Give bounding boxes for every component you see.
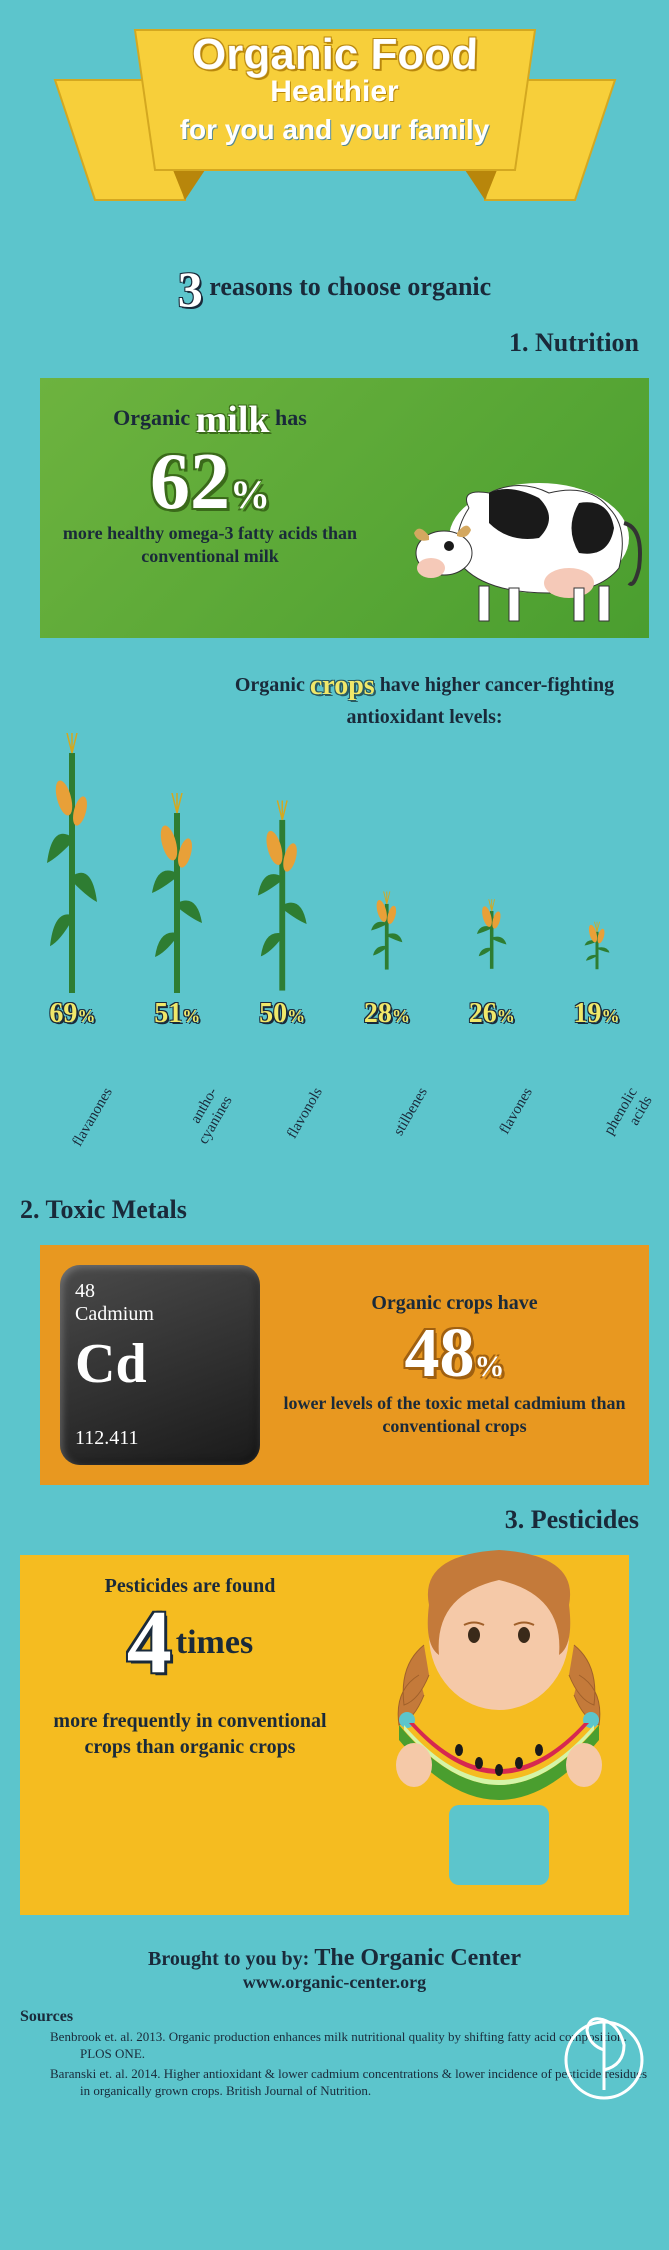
crop-percent: 51% (154, 998, 200, 1030)
section-2-heading: 2. Toxic Metals (0, 1185, 669, 1235)
crop-label: stilbenes (367, 1085, 446, 1189)
crop-label: phenolic acids (577, 1085, 656, 1189)
brought-by: Brought to you by: The Organic Center (20, 1945, 649, 1972)
website-url: www.organic-center.org (20, 1972, 649, 1993)
crops-section: Organic crops have higher cancer-fightin… (0, 648, 669, 1185)
crop-percent: 69% (49, 998, 95, 1030)
crop-bar-item: 26% (442, 875, 542, 1030)
milk-word: milk (196, 399, 270, 441)
pesticides-box: Pesticides are found 4 times more freque… (20, 1555, 629, 1915)
crop-bar-item: 69% (22, 733, 122, 1030)
crop-percent: 19% (574, 998, 620, 1030)
reasons-line: 3 reasons to choose organic (0, 260, 669, 318)
nutrition-box: Organic milk has 62% more healthy omega-… (40, 378, 649, 638)
pest-times: times (176, 1624, 253, 1661)
section-1-heading: 1. Nutrition (0, 318, 669, 368)
reasons-number: 3 (178, 261, 203, 317)
crop-label: antho- cyanines (157, 1085, 236, 1189)
cadmium-description: lower levels of the toxic metal cadmium … (280, 1392, 629, 1439)
element-symbol: Cd (75, 1336, 245, 1392)
corn-stalk-icon (368, 868, 406, 993)
banner-subtitle-2: for you and your family (0, 114, 669, 146)
pest-number: 4 (127, 1598, 172, 1688)
corn-stalk-icon (33, 733, 111, 993)
crop-bar-item: 51% (127, 793, 227, 1030)
corn-stalk-icon (147, 793, 207, 993)
corn-stalk-icon (253, 798, 312, 993)
leaf-logo-icon (559, 1990, 649, 2100)
crop-percent: 28% (364, 998, 410, 1030)
crops-heading: Organic crops have higher cancer-fightin… (200, 668, 649, 730)
pest-pre: Pesticides are found (40, 1575, 340, 1598)
element-mass: 112.411 (75, 1427, 139, 1450)
girl-watermelon-icon (349, 1525, 649, 1905)
crop-bar-item: 50% (232, 798, 332, 1030)
milk-pre: Organic (113, 405, 190, 430)
crop-percent: 26% (469, 998, 515, 1030)
footer: Brought to you by: The Organic Center ww… (0, 1925, 669, 2120)
milk-percent: 62% (60, 442, 360, 522)
milk-post: has (275, 405, 307, 430)
element-name: Cadmium (75, 1303, 245, 1326)
cadmium-percent: 48% (280, 1315, 629, 1392)
crop-label: flavones (472, 1085, 551, 1189)
sources-heading: Sources (20, 2008, 649, 2026)
cadmium-box: 48 Cadmium Cd 112.411 Organic crops have… (40, 1245, 649, 1485)
milk-description: more healthy omega-3 fatty acids than co… (60, 522, 360, 569)
pest-description: more frequently in conventional crops th… (40, 1708, 340, 1760)
corn-stalk-icon (474, 875, 509, 993)
crop-percent: 50% (259, 998, 305, 1030)
crop-label: flavanones (52, 1085, 131, 1189)
cow-icon (399, 428, 659, 628)
corn-stalk-icon (582, 898, 612, 993)
element-tile: 48 Cadmium Cd 112.411 (60, 1265, 260, 1465)
banner-title: Organic Food (0, 30, 669, 80)
crop-label: flavonols (262, 1085, 341, 1189)
crop-bar-item: 19% (547, 898, 647, 1030)
reasons-text: reasons to choose organic (209, 272, 491, 301)
cadmium-pre: Organic crops have (280, 1292, 629, 1315)
crop-bar-item: 28% (337, 868, 437, 1030)
element-number: 48 (75, 1280, 245, 1303)
banner-subtitle-1: Healthier (0, 75, 669, 109)
title-banner: Organic Food Healthier for you and your … (0, 0, 669, 250)
